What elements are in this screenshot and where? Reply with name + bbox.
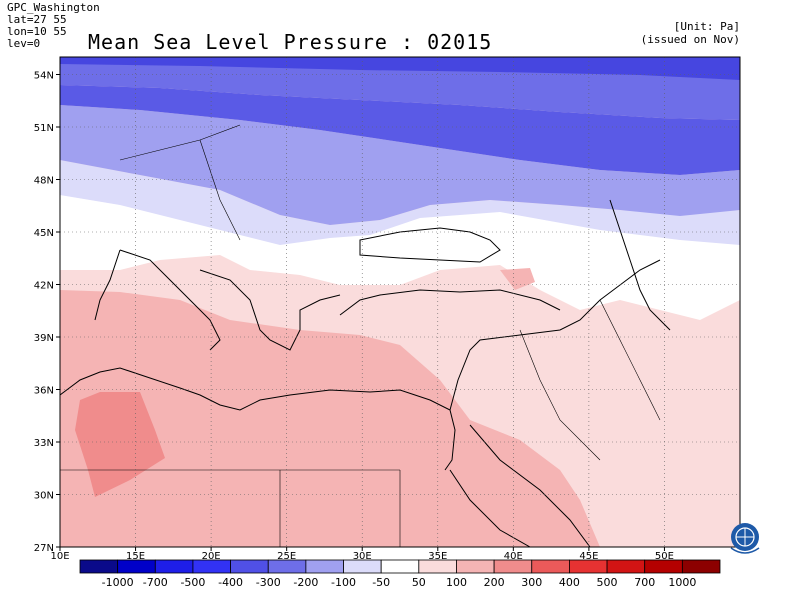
colorbar-label-6: -100 — [331, 576, 356, 589]
lon-range-label: lon=10 55 — [7, 25, 67, 38]
y-tick-label-8: 51N — [34, 123, 54, 134]
y-tick-label-9: 54N — [34, 71, 54, 82]
colorbar-label-15: 1000 — [668, 576, 696, 589]
source-label: GPC_Washington — [7, 1, 100, 14]
colorbar-label-11: 300 — [521, 576, 542, 589]
colorbar-swatch-6 — [305, 559, 344, 574]
borders — [60, 124, 661, 547]
colorbar-label-12: 400 — [559, 576, 580, 589]
colorbar-label-14: 700 — [634, 576, 655, 589]
x-tick-label-5: 35E — [428, 551, 447, 562]
x-tick-label-3: 25E — [277, 551, 296, 562]
region-neg50-100 — [60, 160, 740, 245]
colorbar-label-1: -700 — [143, 576, 168, 589]
colorbar-label-13: 500 — [597, 576, 618, 589]
colorbar-label-0: -1000 — [102, 576, 134, 589]
grid-lines — [60, 57, 740, 547]
colorbar-swatch-5 — [267, 559, 307, 574]
colorbar-swatch-9 — [418, 559, 457, 574]
level-label: lev=0 — [7, 37, 41, 50]
colorbar-label-9: 100 — [446, 576, 467, 589]
y-axis-ticks: 27N 30N 33N 36N 39N 42N 45N 48N 51N 54N — [34, 71, 60, 554]
wmo-logo — [730, 523, 760, 554]
lat-range-label: lat=27 55 — [7, 13, 67, 26]
colorbar-swatch-16 — [681, 559, 721, 574]
colorbar-swatch-1 — [117, 559, 156, 574]
region-neg400-500 — [60, 57, 740, 80]
colorbar-swatch-0 — [79, 559, 119, 574]
colorbar-swatch-10 — [456, 559, 495, 574]
unit-label: [Unit: Pa] — [673, 20, 740, 33]
coastlines — [60, 199, 671, 547]
chart-title: Mean Sea Level Pressure : 02015 — [88, 30, 493, 54]
region-50-100-iran — [685, 350, 720, 378]
y-tick-label-0: 27N — [34, 543, 54, 554]
region-neg100-200 — [60, 105, 740, 225]
y-tick-label-7: 48N — [34, 176, 54, 187]
issued-label: (issued on Nov) — [640, 33, 740, 46]
x-tick-label-8: 50E — [655, 551, 674, 562]
colorbar-label-8: 50 — [412, 576, 426, 589]
x-axis-ticks: 10E 15E 20E 25E 30E 35E 40E 45E 50E — [50, 547, 674, 562]
colorbar-swatch-3 — [192, 559, 231, 574]
colorbar-swatch-8 — [380, 559, 420, 574]
x-tick-label-0: 10E — [50, 551, 69, 562]
y-tick-label-4: 39N — [34, 333, 54, 344]
colorbar-swatch-12 — [531, 559, 570, 574]
x-tick-label-4: 30E — [353, 551, 372, 562]
colorbar-label-5: -200 — [293, 576, 318, 589]
x-tick-label-6: 40E — [504, 551, 523, 562]
colorbar-swatch-15 — [644, 559, 683, 574]
y-tick-label-2: 33N — [34, 438, 54, 449]
colorbar-swatch-2 — [154, 559, 194, 574]
colorbar-swatch-11 — [493, 559, 533, 574]
y-tick-label-1: 30N — [34, 491, 54, 502]
colorbar-label-10: 200 — [484, 576, 505, 589]
y-tick-label-5: 42N — [34, 281, 54, 292]
y-tick-label-6: 45N — [34, 228, 54, 239]
anomaly-fill-layer — [60, 57, 740, 547]
region-neg300-400 — [60, 85, 740, 175]
x-tick-label-1: 15E — [126, 551, 145, 562]
colorbar-label-4: -300 — [256, 576, 281, 589]
colorbar-label-2: -500 — [180, 576, 205, 589]
colorbar: -1000 -700 -500 -400 -300 -200 -100 -50 50 100 200… — [79, 559, 721, 589]
colorbar-swatch-4 — [230, 559, 269, 574]
colorbar-label-7: -50 — [372, 576, 390, 589]
colorbar-swatch-7 — [343, 559, 382, 574]
x-tick-label-7: 45E — [579, 551, 598, 562]
colorbar-swatch-14 — [606, 559, 646, 574]
x-tick-label-2: 20E — [202, 551, 221, 562]
colorbar-swatch-13 — [569, 559, 608, 574]
plot-frame — [59, 56, 741, 548]
y-tick-label-3: 36N — [34, 386, 54, 397]
colorbar-label-3: -400 — [218, 576, 243, 589]
region-200-300 — [75, 392, 165, 497]
region-100-200-caucasus — [500, 268, 535, 290]
region-100-200 — [60, 290, 600, 547]
